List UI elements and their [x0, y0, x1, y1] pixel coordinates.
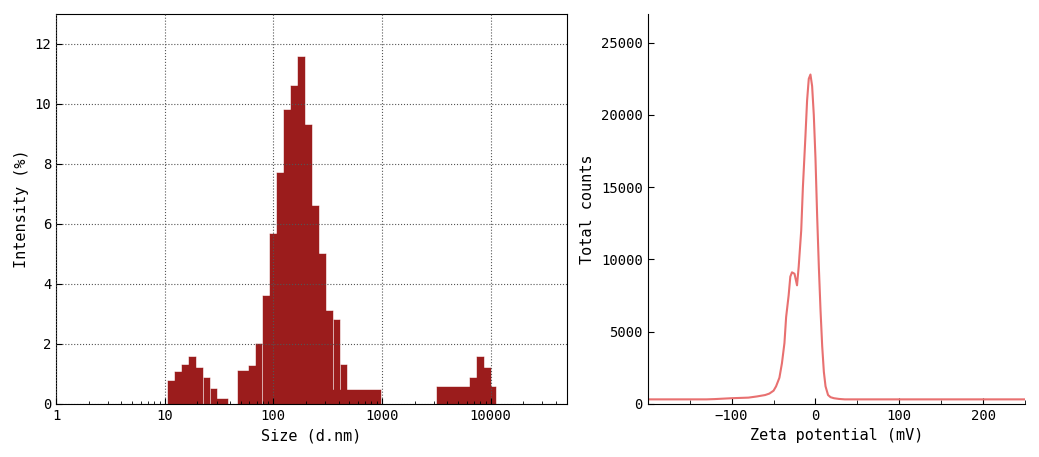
Y-axis label: Total counts: Total counts — [581, 154, 595, 264]
X-axis label: Zeta potential (mV): Zeta potential (mV) — [750, 428, 923, 443]
X-axis label: Size (d.nm): Size (d.nm) — [261, 428, 362, 443]
Y-axis label: Intensity (%): Intensity (%) — [14, 149, 29, 268]
